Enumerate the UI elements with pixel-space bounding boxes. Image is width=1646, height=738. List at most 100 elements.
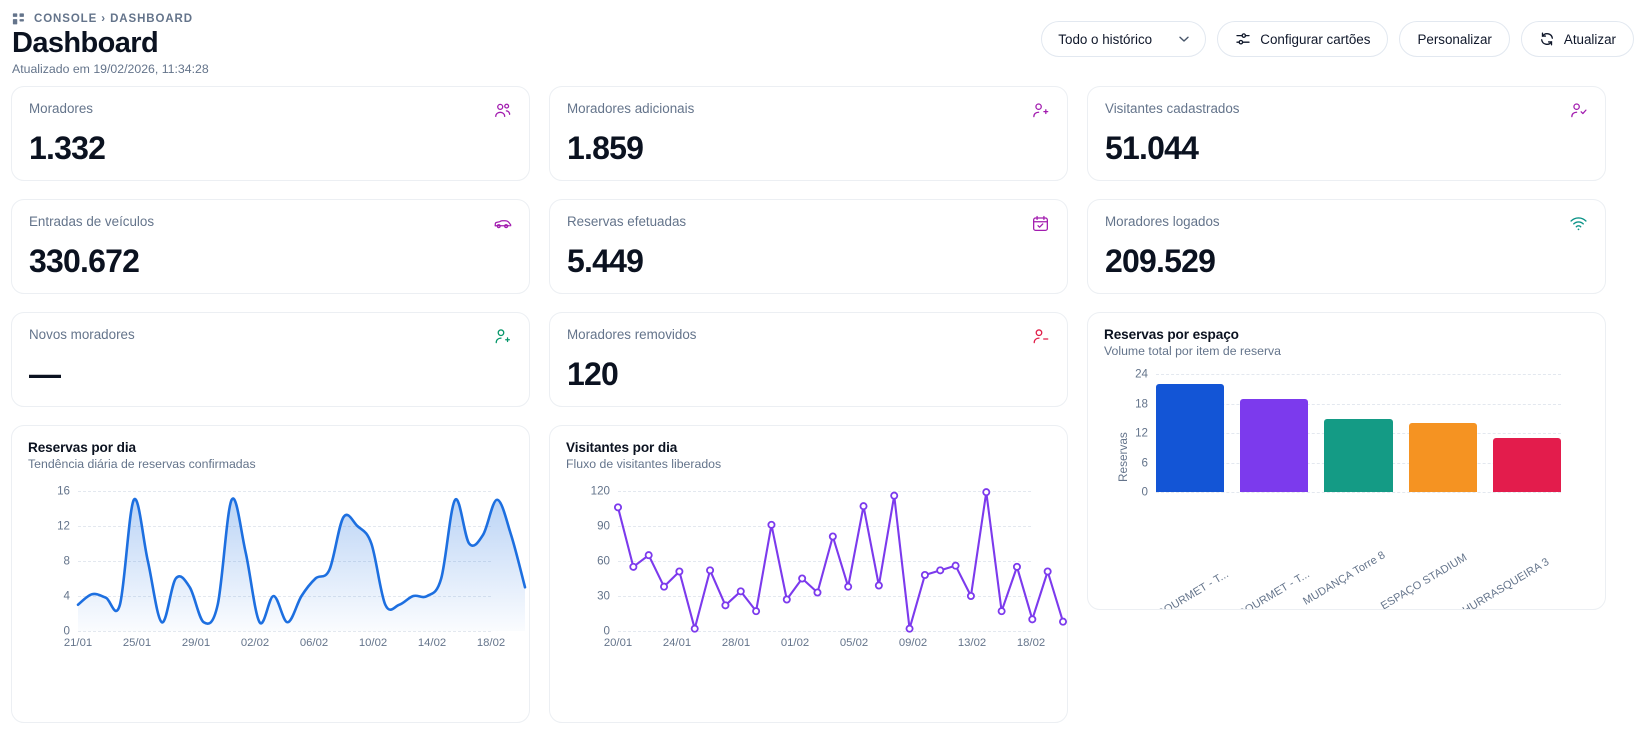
bar[interactable]	[1408, 423, 1477, 493]
stat-card-entradas-veiculos[interactable]: Entradas de veículos 330.672	[11, 199, 530, 295]
y-axis-tick: 0	[1141, 485, 1148, 499]
bar[interactable]	[1324, 418, 1393, 493]
configure-cards-button[interactable]: Configurar cartões	[1217, 21, 1389, 57]
y-axis-tick: 0	[63, 624, 70, 638]
stat-label: Reservas efetuadas	[567, 214, 687, 230]
chart-gridline	[78, 596, 491, 598]
stat-label: Novos moradores	[29, 327, 135, 343]
y-axis-tick: 16	[57, 484, 70, 498]
chart-gridline	[1156, 403, 1561, 405]
sliders-icon	[1235, 31, 1251, 47]
y-axis-tick: 4	[63, 589, 70, 603]
x-axis-category-label: MUDANÇA Torre 8	[1301, 549, 1388, 609]
stat-label: Visitantes cadastrados	[1105, 101, 1240, 117]
y-axis-tick: 12	[57, 519, 70, 533]
header-actions: Todo o histórico Configurar cartões	[1041, 12, 1635, 57]
bar[interactable]	[1240, 398, 1309, 493]
y-axis-tick: 8	[63, 554, 70, 568]
breadcrumb-text: CONSOLE › DASHBOARD	[34, 13, 193, 25]
grid-icon	[12, 12, 26, 26]
stat-value: —	[29, 356, 61, 393]
chart-subtitle: Fluxo de visitantes liberados	[566, 457, 722, 472]
refresh-icon	[1539, 31, 1555, 47]
x-axis-category-label: CHURRASQUEIRA 3	[1454, 556, 1552, 611]
period-select-value: Todo o histórico	[1058, 31, 1153, 47]
x-axis-tick: 09/02	[898, 637, 928, 650]
y-axis-tick: 0	[603, 624, 610, 638]
y-axis-tick: 12	[1135, 426, 1148, 440]
stat-value: 120	[567, 356, 619, 393]
stat-card-reservas-efetuadas[interactable]: Reservas efetuadas 5.449	[549, 199, 1068, 295]
y-axis-label: Reservas	[1116, 432, 1130, 483]
chart-card-visitantes-por-dia: Visitantes por dia Fluxo de visitantes l…	[549, 425, 1068, 724]
stat-card-moradores-logados[interactable]: Moradores logados 209.529	[1087, 199, 1606, 295]
chart-title: Visitantes por dia	[566, 440, 678, 456]
user-minus-icon	[1031, 327, 1050, 346]
page-title: Dashboard	[12, 27, 159, 59]
chart-gridline	[618, 491, 1031, 493]
customize-label: Personalizar	[1417, 31, 1492, 47]
refresh-button[interactable]: Atualizar	[1520, 21, 1634, 57]
bar[interactable]	[1492, 438, 1562, 493]
x-axis-tick: 24/01	[662, 637, 692, 650]
last-updated-text: Atualizado em 19/02/2026, 11:34:28	[12, 62, 209, 77]
stat-label: Entradas de veículos	[29, 214, 155, 230]
period-select[interactable]: Todo o histórico	[1041, 21, 1207, 57]
stat-card-moradores-removidos[interactable]: Moradores removidos 120	[549, 312, 1068, 408]
x-axis-tick: 13/02	[957, 637, 987, 650]
x-axis-category-label: ESPAÇO STADIUM	[1379, 551, 1470, 611]
stat-value: 51.044	[1105, 130, 1199, 167]
dashboard-grid: Moradores 1.332 Moradores adicionais 1.8…	[11, 86, 1635, 738]
stat-card-moradores-adicionais[interactable]: Moradores adicionais 1.859	[549, 86, 1068, 182]
y-axis-tick: 6	[1141, 456, 1148, 470]
stat-label: Moradores adicionais	[567, 101, 695, 117]
header-left: CONSOLE › DASHBOARD Dashboard Atualizado…	[11, 12, 209, 76]
stat-card-novos-moradores[interactable]: Novos moradores —	[11, 312, 530, 408]
chart-title: Reservas por espaço	[1104, 327, 1239, 343]
x-axis-tick: 21/01	[63, 637, 93, 650]
customize-button[interactable]: Personalizar	[1399, 21, 1510, 57]
x-axis-tick: 18/02	[1016, 637, 1046, 650]
chart-gridline	[618, 561, 1031, 563]
x-axis-tick: 01/02	[780, 637, 810, 650]
stat-value: 1.859	[567, 130, 644, 167]
configure-cards-label: Configurar cartões	[1260, 31, 1371, 47]
chart-title: Reservas por dia	[28, 440, 136, 456]
chart-gridline	[1156, 492, 1561, 494]
area-chart-svg	[76, 497, 527, 632]
chart-card-reservas-por-dia: Reservas por dia Tendência diária de res…	[11, 425, 530, 724]
x-axis-tick: 06/02	[299, 637, 329, 650]
stat-value: 330.672	[29, 243, 140, 280]
stat-card-moradores[interactable]: Moradores 1.332	[11, 86, 530, 182]
user-add-icon	[493, 327, 512, 346]
x-axis-tick: 02/02	[240, 637, 270, 650]
y-axis-tick: 90	[597, 519, 610, 533]
bar-series	[1156, 374, 1562, 493]
stat-card-visitantes-cadastrados[interactable]: Visitantes cadastrados 51.044	[1087, 86, 1606, 182]
x-axis-tick: 29/01	[181, 637, 211, 650]
chart-gridline	[78, 561, 491, 563]
stat-value: 1.332	[29, 130, 106, 167]
x-axis-tick: 14/02	[417, 637, 447, 650]
chart-gridline	[1156, 374, 1561, 376]
bar[interactable]	[1156, 384, 1225, 493]
x-axis-tick: 18/02	[476, 637, 506, 650]
calendar-icon	[1031, 214, 1050, 233]
page-header: CONSOLE › DASHBOARD Dashboard Atualizado…	[11, 0, 1635, 86]
area-chart-plot: 0 4 8 12 16 21/01 25/01 29/01 02/02 06/02 10/02 14/…	[57, 485, 527, 649]
user-check-icon	[1569, 101, 1588, 120]
x-axis-tick: 20/01	[603, 637, 633, 650]
stat-label: Moradores	[29, 101, 94, 117]
bar-chart-plot: 0 6 12 18 24 Reservas ESPAÇO GOURMET - T... ESP…	[1113, 368, 1562, 609]
chart-gridline	[78, 526, 491, 528]
line-chart-plot: 0 30 60 90 120 20/01 24/01 28/01 01/02 05/02 09/02…	[591, 485, 1067, 649]
x-axis-tick: 28/01	[721, 637, 751, 650]
y-axis-tick: 120	[590, 484, 610, 498]
breadcrumb[interactable]: CONSOLE › DASHBOARD	[12, 12, 209, 26]
chart-gridline	[618, 631, 1031, 633]
car-icon	[493, 214, 512, 233]
y-axis-tick: 24	[1135, 367, 1148, 381]
users-icon	[493, 101, 512, 120]
y-axis-tick: 18	[1135, 397, 1148, 411]
